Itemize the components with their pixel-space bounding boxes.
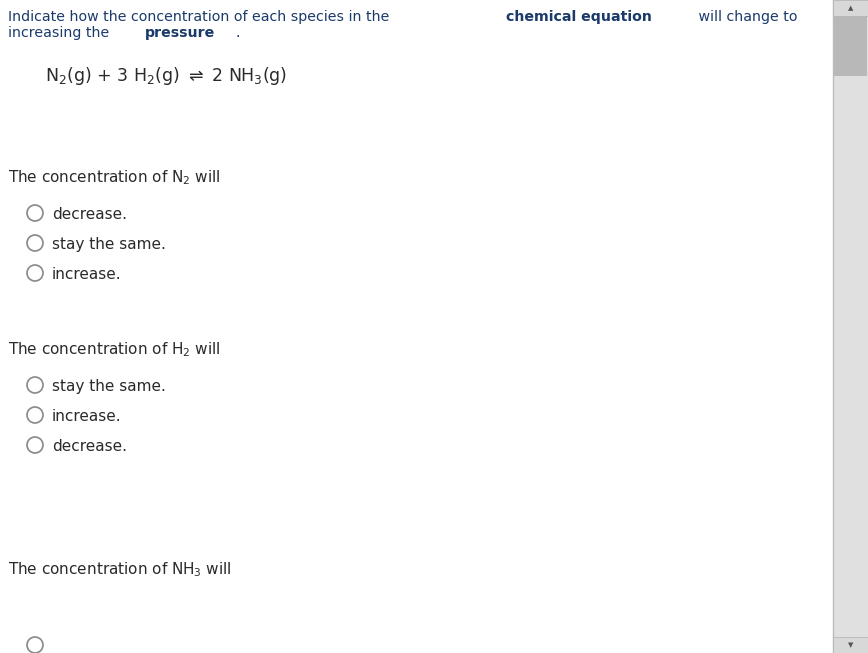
Text: .: .	[235, 26, 240, 40]
Circle shape	[27, 235, 43, 251]
Text: ▲: ▲	[848, 5, 853, 11]
Text: reestablish equilibrium: reestablish equilibrium	[833, 10, 868, 24]
Text: stay the same.: stay the same.	[52, 379, 166, 394]
Circle shape	[27, 265, 43, 281]
Circle shape	[27, 205, 43, 221]
Text: will change to: will change to	[694, 10, 802, 24]
Bar	[833, 637, 868, 653]
Text: The concentration of N$_2$ will: The concentration of N$_2$ will	[8, 168, 220, 187]
Text: pressure: pressure	[144, 26, 214, 40]
Circle shape	[27, 637, 43, 653]
Circle shape	[27, 377, 43, 393]
Circle shape	[27, 407, 43, 423]
Text: increase.: increase.	[52, 267, 122, 282]
Text: The concentration of NH$_3$ will: The concentration of NH$_3$ will	[8, 560, 232, 579]
Circle shape	[27, 437, 43, 453]
Text: ▼: ▼	[848, 642, 853, 648]
Text: The concentration of H$_2$ will: The concentration of H$_2$ will	[8, 340, 220, 358]
Text: increasing the: increasing the	[8, 26, 114, 40]
Bar	[833, 0, 868, 653]
Bar	[834, 16, 867, 76]
Text: N$_2$(g) + 3 H$_2$(g) $\rightleftharpoons$ 2 NH$_3$(g): N$_2$(g) + 3 H$_2$(g) $\rightleftharpoon…	[45, 65, 287, 87]
Bar	[833, 0, 868, 16]
Text: Indicate how the concentration of each species in the: Indicate how the concentration of each s…	[8, 10, 394, 24]
Text: decrease.: decrease.	[52, 207, 127, 222]
Text: decrease.: decrease.	[52, 439, 127, 454]
Text: stay the same.: stay the same.	[52, 237, 166, 252]
Text: increase.: increase.	[52, 409, 122, 424]
Text: chemical equation: chemical equation	[506, 10, 652, 24]
